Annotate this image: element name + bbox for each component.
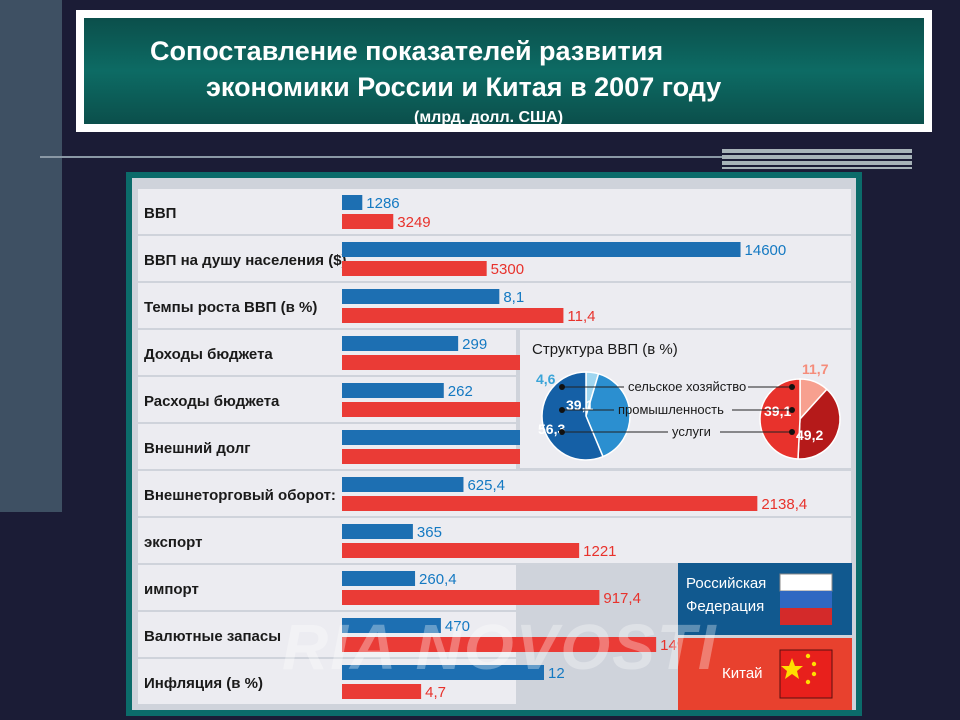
china-flag [779,649,833,699]
legend-china-label: Китай [722,665,763,682]
china-flag-small-star [805,653,811,659]
pie-dot [559,429,565,435]
china-flag-star [781,658,803,679]
bar-russia [342,477,464,492]
pie-russia-label: 4,6 [536,371,556,387]
pie-dot [789,384,795,390]
title-line-2: экономики России и Китая в 2007 году [206,72,722,102]
bar-russia [342,242,741,257]
pie-title: Структура ВВП (в %) [532,341,678,358]
bar-china [342,496,758,511]
decorative-stripes [722,149,912,169]
russia-flag-red [780,608,832,625]
value-label-china: 11,4 [567,308,595,325]
title-line-1: Сопоставление показателей развития [150,36,664,66]
russia-flag-blue [780,591,832,608]
china-flag-small-star [805,679,811,685]
bar-china [342,449,578,464]
value-label-russia: 12 [548,665,565,682]
bar-china [342,214,394,229]
bar-russia [342,336,459,351]
category-label: Расходы бюджета [144,393,280,410]
pie-category-label: услуги [672,424,711,439]
value-label-russia: 1286 [366,195,399,212]
value-label-china: 4,7 [425,684,446,701]
value-label-russia: 262 [448,383,473,400]
chart-panel: ВВП 1286 3249 ВВП на душу населения ($) 1460… [132,178,856,710]
value-label-russia: 625,4 [467,477,505,494]
pie-category-label: сельское хозяйство [628,379,746,394]
bar-china [342,308,564,323]
category-label: Внешний долг [144,440,251,457]
pie-china-label: 11,7 [802,361,829,377]
category-label: ВВП на душу населения ($) [144,252,347,269]
chart-frame: ВВП 1286 3249 ВВП на душу населения ($) 1460… [126,172,862,716]
bar-china [342,543,580,558]
title-box: Сопоставление показателей развития эконо… [84,18,924,126]
bar-russia [342,195,363,210]
category-label: экспорт [144,534,202,551]
category-label: Валютные запасы [144,628,281,645]
bar-russia [342,524,413,539]
value-label-russia: 470 [445,618,470,635]
pie-russia-label: 39,1 [566,397,593,413]
legend-russia-label: Федерация [686,598,764,615]
pie-dot [559,407,565,413]
category-label: Доходы бюджета [144,346,273,363]
category-label: Темпы роста ВВП (в %) [144,299,317,316]
bar-russia [342,618,441,633]
sidebar-panel [0,0,62,512]
bar-russia [342,289,500,304]
bar-russia [342,571,416,586]
pie-dot [789,407,795,413]
pie-category-label: промышленность [618,402,724,417]
pie-china-slice [797,388,841,460]
pie-china-label: 39,1 [764,403,791,419]
bar-china [342,261,487,276]
china-flag-small-star [811,671,817,677]
bar-russia [342,665,544,680]
value-label-russia: 365 [417,524,442,541]
bar-china [342,637,657,652]
value-label-russia: 260,4 [419,571,457,588]
value-label-russia: 14600 [745,242,787,259]
title-frame: Сопоставление показателей развития эконо… [76,10,932,132]
watermark-text: RIA NOVOSTI [282,611,718,683]
bar-china [342,590,600,605]
title-unit: (млрд. долл. США) [414,109,564,126]
legend-russia-label: Российская [686,575,766,592]
divider-line [40,156,912,158]
bar-china [342,684,422,699]
value-label-russia: 8,1 [503,289,524,306]
russia-flag-white [779,573,833,592]
pie-russia-slice [541,371,604,461]
value-label-china: 917,4 [603,590,641,607]
pie-russia-slice [585,372,631,458]
category-label: Инфляция (в %) [144,675,263,692]
china-flag-small-star [811,661,817,667]
pie-china-slice [759,378,801,460]
pie-dot [559,384,565,390]
value-label-china: 2138,4 [761,496,807,513]
value-label-china: 5300 [491,261,524,278]
pie-china-label: 49,2 [796,427,823,443]
pie-russia-label: 56,3 [538,421,565,437]
comparison-chart: ВВП 1286 3249 ВВП на душу населения ($) 1460… [138,189,852,710]
category-label: ВВП [144,205,176,222]
pie-dot [789,429,795,435]
category-label: импорт [144,581,199,598]
row-background [138,189,851,234]
category-label: Внешнеторговый оборот: [144,487,336,504]
bar-russia [342,383,444,398]
value-label-russia: 299 [462,336,487,353]
value-label-china: 3249 [397,214,430,231]
value-label-china: 1221 [583,543,616,560]
